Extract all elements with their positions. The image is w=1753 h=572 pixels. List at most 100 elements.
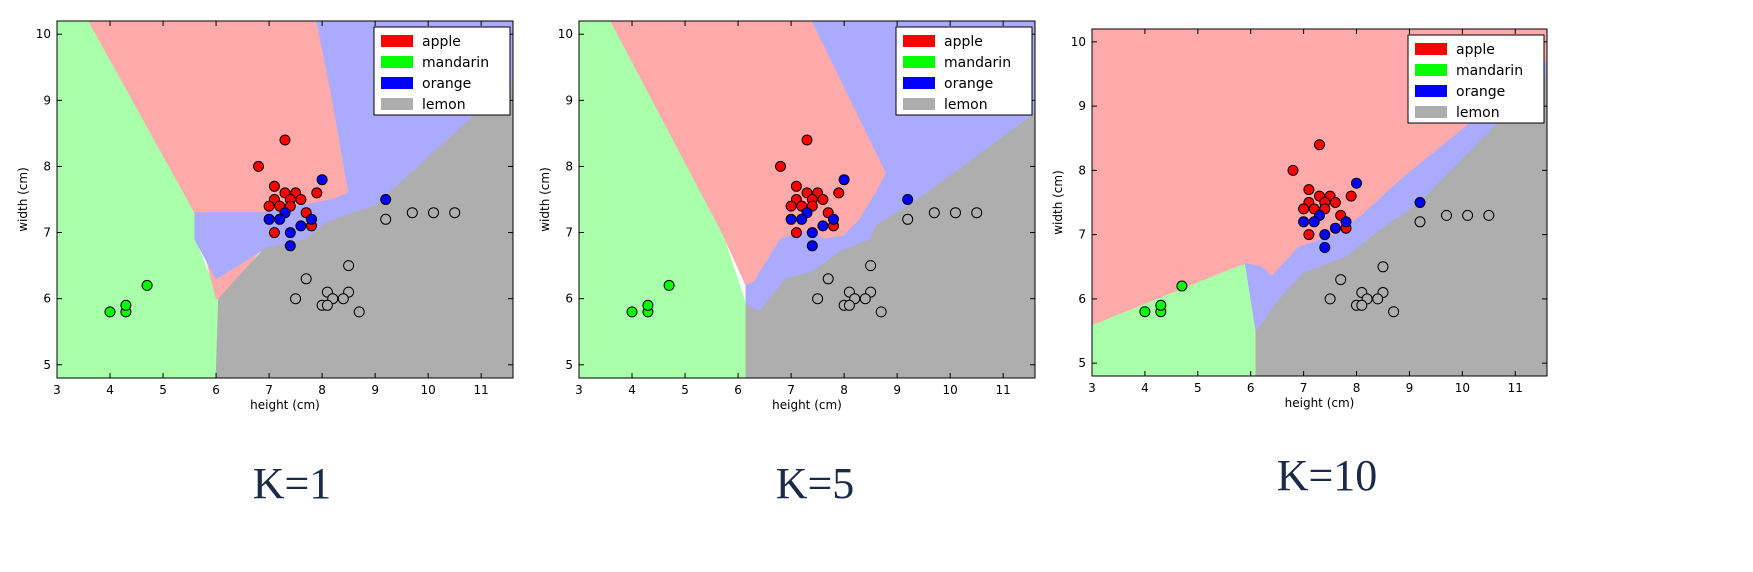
x-tick-label: 9 [893, 383, 901, 397]
point-apple [268, 227, 280, 239]
point-apple [775, 160, 786, 172]
point-apple [279, 134, 291, 146]
point-mandarin [120, 299, 132, 311]
x-tick-label: 10 [943, 383, 958, 397]
point-orange [295, 220, 307, 232]
point-apple [311, 187, 323, 199]
point-lemon [812, 293, 824, 305]
y-tick-label: 9 [1078, 99, 1086, 113]
point-orange [1319, 229, 1331, 241]
legend-swatch-apple [903, 35, 935, 47]
x-axis-label: height (cm) [772, 398, 842, 412]
point-orange [1319, 242, 1331, 253]
legend-label-mandarin: mandarin [1456, 63, 1523, 79]
point-lemon [406, 207, 418, 219]
x-tick-label: 4 [106, 383, 114, 397]
point-lemon [343, 260, 355, 272]
point-orange [806, 240, 818, 252]
y-tick-label: 6 [43, 292, 51, 306]
y-tick-label: 9 [43, 93, 51, 107]
x-tick-label: 9 [1406, 381, 1414, 395]
y-axis-label: width (cm) [538, 167, 552, 232]
x-tick-label: 5 [1194, 381, 1202, 395]
legend: apple mandarin orange lemon [895, 26, 1033, 116]
legend-swatch-mandarin [903, 56, 935, 68]
point-apple [790, 180, 802, 192]
y-axis-label: width (cm) [16, 167, 30, 232]
point-apple [1298, 203, 1310, 215]
point-orange [785, 213, 797, 225]
y-tick-label: 5 [43, 358, 51, 372]
point-orange [838, 174, 850, 186]
y-tick-label: 10 [558, 27, 573, 41]
x-tick-label: 7 [1300, 381, 1308, 395]
point-lemon [380, 213, 392, 225]
point-apple [785, 200, 797, 212]
y-tick-label: 8 [43, 159, 51, 173]
legend-swatch-mandarin [381, 56, 413, 68]
legend: apple mandarin orange lemon [373, 26, 511, 116]
x-tick-label: 8 [840, 383, 848, 397]
decision-regions [579, 21, 1035, 378]
x-tick-label: 11 [474, 383, 489, 397]
caption-k10: K=10 [1276, 451, 1378, 500]
legend-swatch-lemon [381, 98, 413, 110]
point-orange [284, 227, 296, 239]
plot-frame [578, 20, 1036, 379]
point-orange [274, 213, 286, 225]
point-lemon [971, 207, 983, 219]
point-orange [284, 240, 296, 252]
legend-swatch-mandarin [1415, 64, 1447, 76]
point-lemon [1388, 306, 1400, 318]
x-tick-label: 3 [1088, 381, 1096, 395]
point-mandarin [1155, 299, 1167, 311]
point-mandarin [642, 299, 654, 311]
point-orange [1298, 216, 1310, 228]
legend-label-orange: orange [422, 76, 471, 92]
point-lemon [300, 273, 312, 285]
point-apple [817, 194, 829, 205]
point-orange [796, 213, 808, 225]
point-orange [828, 213, 839, 225]
x-tick-label: 8 [318, 383, 326, 397]
legend-label-lemon: lemon [944, 97, 988, 113]
scatter-points [1139, 139, 1495, 318]
legend-swatch-apple [1415, 43, 1447, 55]
y-tick-label: 7 [565, 226, 573, 240]
x-axis-label: height (cm) [1285, 396, 1355, 410]
legend-label-mandarin: mandarin [944, 55, 1011, 71]
point-lemon [875, 306, 887, 318]
legend-label-lemon: lemon [1456, 105, 1500, 121]
point-mandarin [1139, 306, 1151, 318]
x-tick-label: 5 [681, 383, 689, 397]
point-mandarin [626, 306, 638, 318]
x-tick-label: 11 [1508, 381, 1523, 395]
point-lemon [1483, 209, 1495, 221]
point-mandarin [141, 279, 153, 291]
point-mandarin [104, 306, 116, 318]
y-tick-label: 7 [1078, 228, 1086, 242]
point-lemon [428, 207, 439, 219]
point-lemon [1462, 209, 1474, 221]
point-apple [263, 200, 275, 212]
region-lemon [215, 79, 513, 378]
point-lemon [928, 207, 940, 219]
legend-swatch-apple [381, 35, 413, 47]
y-tick-label: 7 [43, 226, 51, 240]
x-tick-label: 8 [1353, 381, 1361, 395]
point-lemon [1414, 216, 1426, 228]
decision-regions [57, 21, 513, 378]
caption-k5: K=5 [775, 459, 855, 508]
legend-label-orange: orange [1456, 84, 1505, 100]
region-lemon [745, 112, 1035, 378]
point-apple [253, 160, 264, 172]
legend-swatch-lemon [1415, 106, 1447, 118]
legend-label-apple: apple [944, 34, 983, 50]
x-tick-label: 10 [421, 383, 436, 397]
x-tick-label: 3 [575, 383, 583, 397]
chart-panel-k5: 3 4 5 6 7 8 9 10 11 5 6 7 8 9 10 height (cm) width (cm) a… [538, 20, 1036, 412]
point-lemon [1356, 299, 1368, 311]
legend-label-mandarin: mandarin [422, 55, 489, 71]
x-tick-label: 6 [212, 383, 220, 397]
point-apple [1303, 229, 1315, 241]
